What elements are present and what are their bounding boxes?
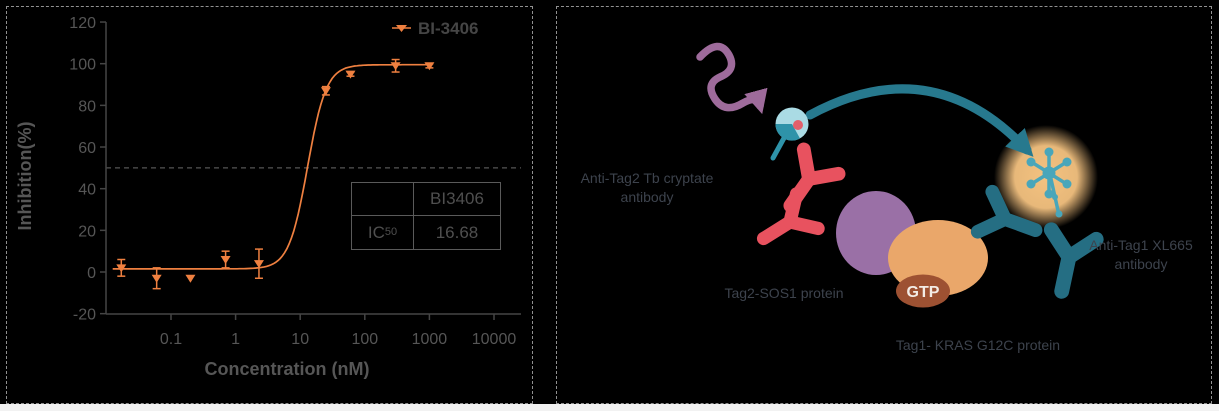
ic50-table-header-cell: BI3406 — [414, 183, 500, 216]
x-axis-title: Concentration (nM) — [205, 359, 370, 379]
tb-cryptate-donor-bead — [770, 107, 809, 161]
anti-tag1-antibody-shape — [1039, 230, 1096, 296]
x-tick-label: 1 — [231, 331, 240, 348]
fit-curve — [112, 63, 430, 270]
data-point-marker — [390, 62, 401, 71]
y-tick-label: 80 — [78, 98, 96, 115]
ic50-label-text: IC — [367, 222, 385, 242]
data-point-marker — [253, 260, 264, 269]
x-tick-label: 10000 — [472, 331, 517, 348]
anti-tag2-label-line2: antibody — [621, 189, 674, 205]
ic50-value-cell: 16.68 — [435, 222, 479, 242]
excitation-light-arrow-icon — [696, 42, 768, 115]
data-point-marker — [116, 264, 127, 273]
ic50-table-row-label: IC 50 — [352, 216, 414, 249]
data-point-marker — [220, 256, 231, 265]
tag1-kras-label: Tag1- KRAS G12C protein — [896, 337, 1060, 353]
anti-tag2-antibody-shape — [773, 149, 839, 217]
bottom-strip — [0, 404, 1219, 411]
data-point-marker — [185, 274, 196, 283]
ic50-label-subscript: 50 — [384, 226, 398, 238]
y-tick-label: 0 — [87, 265, 96, 282]
data-point-marker — [345, 70, 356, 79]
gtp-label: GTP — [907, 284, 940, 301]
y-tick-label: 120 — [69, 15, 96, 32]
gtp-badge: GTP — [896, 274, 950, 308]
data-point-marker — [320, 87, 331, 96]
dose-response-panel: 120 100 80 60 40 20 0 -20 0.1 1 10 100 1000 10000 Conc… — [6, 6, 533, 404]
ic50-table-blank-cell — [352, 183, 414, 216]
legend-marker-icon — [396, 25, 407, 32]
y-tick-label: 40 — [78, 182, 96, 199]
data-point-marker — [424, 62, 435, 71]
x-tick-label: 100 — [351, 331, 378, 348]
assay-diagram: GTP Anti-Tag2 Tb cryptat — [581, 42, 1193, 353]
anti-tag1-label-line1: Anti-Tag1 XL665 — [1089, 237, 1193, 253]
y-tick-label: -20 — [73, 307, 96, 324]
data-point-marker — [151, 274, 162, 283]
x-tick-label: 10 — [291, 331, 309, 348]
xl665-molecule-icon — [1026, 147, 1072, 218]
tag2-sos1-label: Tag2-SOS1 protein — [724, 285, 843, 301]
y-tick-label: 20 — [78, 223, 96, 240]
y-tick-label: 100 — [69, 57, 96, 74]
assay-diagram-panel: GTP Anti-Tag2 Tb cryptat — [556, 6, 1212, 404]
x-tick-label: 0.1 — [160, 331, 182, 348]
ic50-table: BI3406 IC 50 16.68 — [351, 182, 501, 250]
legend-label: BI-3406 — [418, 19, 478, 38]
anti-tag2-label-line1: Anti-Tag2 Tb cryptate — [581, 170, 714, 186]
anti-tag1-label-line2: antibody — [1115, 256, 1168, 272]
y-axis-title: Inhibition(%) — [15, 122, 35, 231]
dose-response-chart: 120 100 80 60 40 20 0 -20 0.1 1 10 100 1000 10000 Conc… — [15, 15, 521, 379]
x-tick-label: 1000 — [412, 331, 448, 348]
y-tick-label: 60 — [78, 140, 96, 157]
energy-transfer-arrow-icon — [805, 84, 1034, 157]
